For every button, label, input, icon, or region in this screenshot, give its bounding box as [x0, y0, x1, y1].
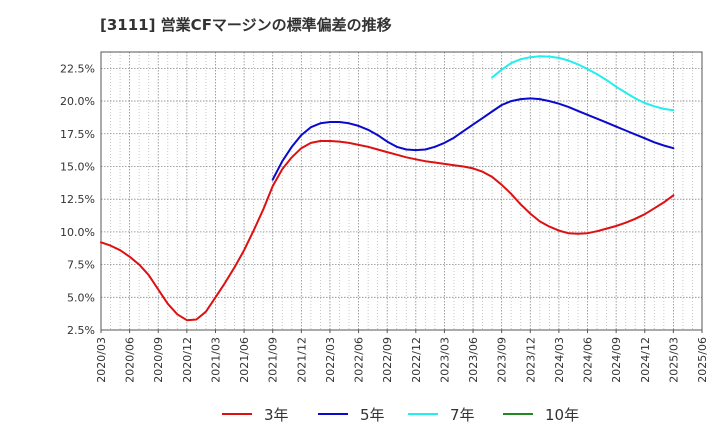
x-tick-label: 2024/09	[610, 337, 623, 383]
x-tick-label: 2023/12	[524, 337, 537, 383]
y-tick-label: 10.0%	[60, 226, 95, 239]
x-tick-label: 2024/12	[639, 337, 652, 383]
x-tick-label: 2022/06	[353, 337, 366, 383]
x-tick-label: 2025/06	[696, 337, 709, 383]
legend-label: 10年	[545, 406, 579, 424]
x-tick-label: 2023/09	[496, 337, 509, 383]
x-tick-label: 2024/06	[582, 337, 595, 383]
x-tick-label: 2021/12	[295, 337, 308, 383]
y-tick-label: 5.0%	[67, 291, 95, 304]
chart-title: [3111] 営業CFマージンの標準偏差の推移	[100, 16, 392, 34]
y-tick-label: 12.5%	[60, 193, 95, 206]
x-tick-label: 2021/09	[267, 337, 280, 383]
x-tick-label: 2020/06	[124, 337, 137, 383]
x-tick-label: 2021/06	[238, 337, 251, 383]
y-tick-label: 22.5%	[60, 62, 95, 75]
legend-label: 7年	[450, 406, 475, 424]
x-tick-label: 2020/03	[95, 337, 108, 383]
series-line-1	[100, 140, 675, 322]
x-tick-label: 2023/06	[467, 337, 480, 383]
y-tick-label: 17.5%	[60, 128, 95, 141]
plot-area	[101, 52, 702, 330]
y-tick-label: 15.0%	[60, 160, 95, 173]
x-tick-label: 2025/03	[667, 337, 680, 383]
x-tick-label: 2021/03	[209, 337, 222, 383]
y-tick-label: 7.5%	[67, 259, 95, 272]
x-tick-label: 2022/12	[410, 337, 423, 383]
plot-frame	[100, 51, 703, 331]
legend-label: 5年	[360, 406, 385, 424]
x-tick-label: 2024/03	[553, 337, 566, 383]
x-tick-label: 2020/09	[152, 337, 165, 383]
series-line-2	[271, 97, 675, 181]
legend-label: 3年	[264, 406, 289, 424]
x-tick-label: 2020/12	[181, 337, 194, 383]
y-tick-label: 2.5%	[67, 324, 95, 337]
series-line-3	[491, 55, 675, 112]
x-tick-label: 2022/09	[381, 337, 394, 383]
y-tick-label: 20.0%	[60, 95, 95, 108]
x-tick-label: 2023/03	[438, 337, 451, 383]
x-tick-label: 2022/03	[324, 337, 337, 383]
